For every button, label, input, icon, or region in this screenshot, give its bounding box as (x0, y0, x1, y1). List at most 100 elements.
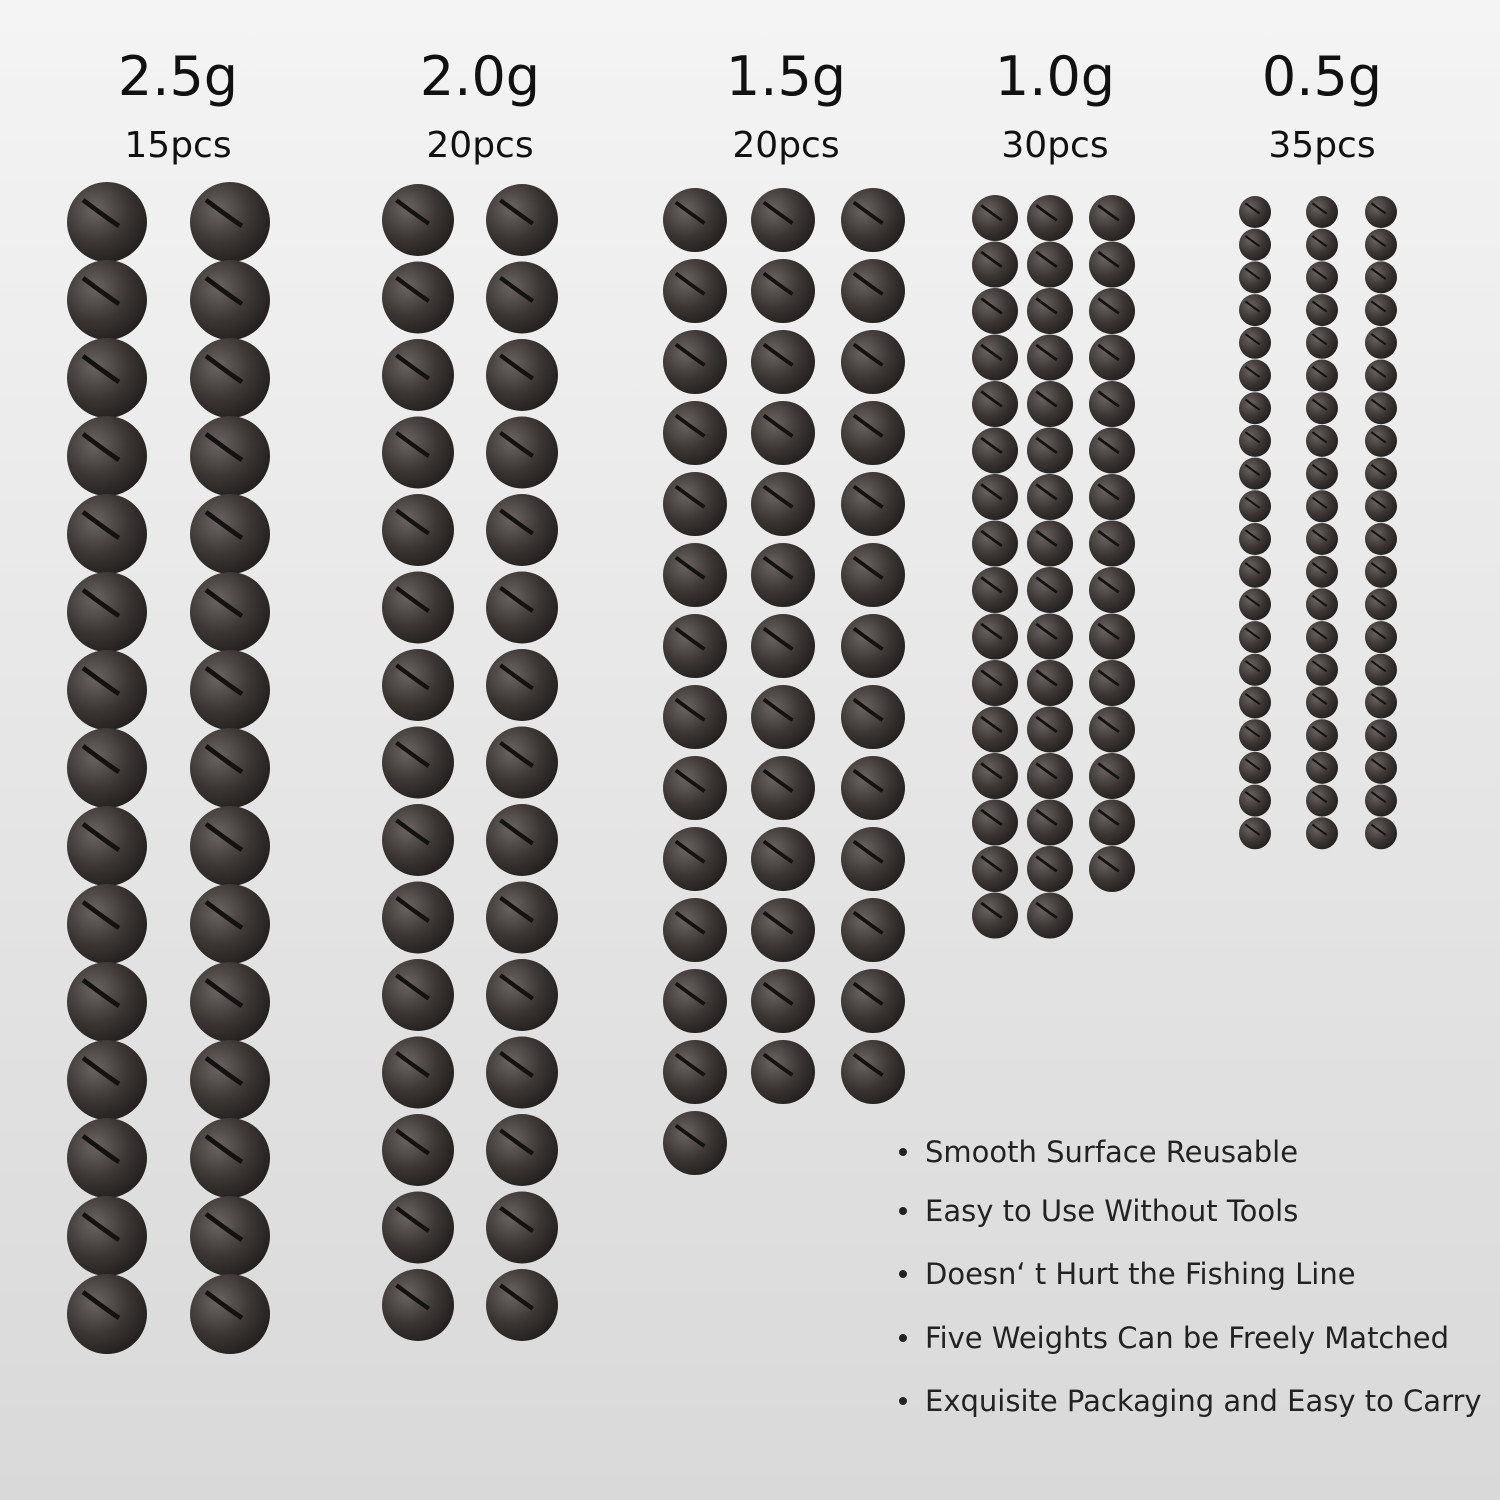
sinker-slit (674, 839, 706, 864)
sinker-slit (1311, 758, 1328, 771)
sinker-slit (1244, 562, 1261, 575)
sinker-body (382, 184, 454, 256)
sinker-body (841, 1040, 905, 1104)
sinker-slit (1370, 790, 1387, 804)
sinker-slit (762, 413, 794, 438)
sinker-slit (1244, 235, 1261, 248)
sinker-body (663, 543, 727, 607)
sinker-slit (1370, 333, 1387, 346)
sinker (1365, 653, 1397, 686)
sinker (1306, 261, 1338, 294)
sinker (1365, 555, 1397, 588)
sinker-body (1239, 490, 1271, 523)
sinker (1365, 326, 1397, 359)
sinker-body (663, 969, 727, 1033)
sinker-body (1365, 751, 1397, 784)
sinker-body (486, 1269, 558, 1341)
sinker-slit (852, 768, 884, 793)
sinker-slit (81, 588, 121, 618)
sinker-body (67, 884, 147, 964)
sinker-slit (980, 715, 1003, 733)
sinker-body (486, 184, 558, 256)
sinker-body (1027, 567, 1073, 613)
sinker-body (972, 195, 1018, 241)
sinker-slit (980, 808, 1003, 826)
sinker-body (751, 756, 815, 820)
sinker-slit (499, 1128, 534, 1156)
sinker-body (382, 1114, 454, 1186)
sinker-body (1306, 228, 1338, 261)
sinker-slit (499, 198, 534, 226)
sinker-body (972, 892, 1018, 939)
sinker-slit (499, 663, 534, 691)
sinker-slit (852, 839, 884, 864)
sinker-slit (1370, 823, 1387, 836)
sinker-slit (81, 276, 121, 306)
sinker (1089, 427, 1135, 474)
sinker-slit (1097, 436, 1120, 454)
sinker-slit (1311, 496, 1328, 509)
sinker-slit (1311, 692, 1328, 705)
sinker (972, 427, 1018, 474)
sinkers (67, 182, 1397, 1354)
sinker (1306, 555, 1338, 588)
sinker-slit (395, 740, 430, 768)
sinker-body (1027, 195, 1073, 241)
sinker (1306, 751, 1338, 784)
sinker (663, 401, 727, 465)
sinker-body (1239, 719, 1271, 752)
sinker-slit (762, 484, 794, 509)
sinker (751, 756, 815, 820)
sinker (1365, 523, 1397, 555)
sinker-slit (81, 978, 121, 1008)
sinker-slit (1311, 398, 1328, 411)
sinker-slit (852, 342, 884, 367)
sinker-slit (1097, 204, 1120, 222)
sinker (190, 182, 270, 262)
sinker (190, 728, 270, 808)
sinker-slit (980, 483, 1003, 501)
sinker-slit (395, 353, 430, 381)
labels: 2.5g 15pcs 2.0g 20pcs 1.5g 20pcs 1.0g 30pcs 0.5g… (118, 45, 1382, 166)
sinker-slit (395, 430, 430, 458)
sinker-slit (852, 271, 884, 296)
sinker-slit (499, 895, 534, 923)
sinker-slit (204, 510, 244, 540)
sinker-slit (674, 981, 706, 1006)
sinker (1365, 392, 1397, 425)
sinker-body (972, 753, 1018, 799)
sinker (1365, 490, 1397, 523)
sinker (751, 614, 815, 678)
sinker-slit (1244, 758, 1261, 771)
sinker-body (972, 567, 1018, 613)
sinker-slit (852, 555, 884, 580)
sinker (1089, 334, 1135, 381)
sinker (663, 969, 727, 1033)
sinker-body (382, 1036, 454, 1109)
sinker-body (190, 1274, 270, 1354)
sinker-body (486, 1036, 558, 1109)
sinker-body (1027, 706, 1073, 753)
sinker (382, 416, 454, 489)
sinker-body (190, 416, 270, 496)
sinker-body (751, 1040, 815, 1104)
sinker (1306, 523, 1338, 555)
sinker (1027, 334, 1073, 381)
sinker (1239, 817, 1271, 850)
sinker-body (1027, 520, 1073, 567)
sinker (1365, 784, 1397, 817)
sinker-slit (674, 697, 706, 722)
sinker (486, 339, 558, 411)
sinker-slit (81, 432, 121, 462)
weight-label: 2.0g (420, 45, 540, 108)
sinker-slit (1370, 365, 1387, 378)
sinker-body (67, 806, 147, 886)
sinker (1365, 588, 1397, 621)
sinker (1306, 588, 1338, 621)
sinker-slit (204, 432, 244, 462)
sinker-body (841, 330, 905, 394)
sinker-body (67, 1040, 147, 1120)
sinker-slit (1311, 627, 1328, 640)
sinker-body (663, 330, 727, 394)
sinker (1306, 326, 1338, 359)
